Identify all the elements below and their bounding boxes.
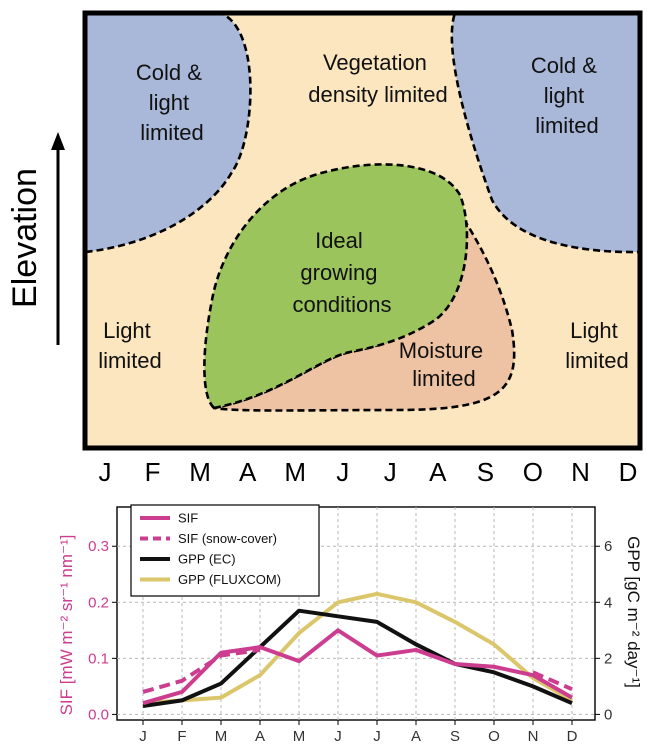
series-line-gpp-fluxcom xyxy=(142,591,573,706)
x-tick-label: S xyxy=(450,728,460,745)
x-tick-label: J xyxy=(334,728,342,745)
x-tick-label: M xyxy=(215,728,228,745)
light-right-label: Light limited xyxy=(565,318,629,373)
moisture-label: Moisture limited xyxy=(399,338,489,391)
chart-ticks: J F M A M J J A S O N D 0.0 0.1 0.2 0.3 0 2 4 6 xyxy=(88,538,612,745)
diagram-month-label: D xyxy=(619,457,638,487)
cold-left-label: Cold & light limited xyxy=(136,60,208,145)
ideal-label: Ideal growing conditions xyxy=(292,228,391,317)
y-axis-right-title: GPP [gC m⁻² day⁻¹] xyxy=(624,536,643,688)
chart-series xyxy=(142,591,573,708)
phenology-diagram: Cold & light limited Cold & light limite… xyxy=(6,10,643,487)
series-line-sif-snow-cover xyxy=(532,670,573,692)
diagram-month-label: A xyxy=(429,457,447,487)
x-tick-label: F xyxy=(177,728,186,745)
diagram-month-label: A xyxy=(239,457,257,487)
y-right-tick-label: 0 xyxy=(604,706,612,723)
elevation-label: Elevation xyxy=(6,168,44,308)
diagram-month-label: N xyxy=(571,457,590,487)
diagram-month-label: J xyxy=(336,457,349,487)
y-left-tick-label: 0.2 xyxy=(88,594,109,611)
x-tick-label: A xyxy=(411,728,421,745)
vegetation-label: Vegetation density limited xyxy=(308,50,447,107)
series-line-sif xyxy=(142,628,573,706)
x-tick-label: O xyxy=(488,728,500,745)
y-right-tick-label: 6 xyxy=(604,538,612,555)
ideal-region xyxy=(203,163,469,410)
diagram-frame xyxy=(82,10,643,451)
light-left-label: Light limited xyxy=(98,318,162,373)
y-left-tick-label: 0.0 xyxy=(88,706,109,723)
legend-entry-label: GPP (EC) xyxy=(178,552,236,567)
x-tick-label: N xyxy=(528,728,539,745)
elevation-arrow-head-icon xyxy=(51,132,65,150)
legend-entry-label: SIF xyxy=(178,511,198,526)
y-axis-left-title: SIF [mW m⁻² sr⁻¹ nm⁻¹] xyxy=(57,535,76,716)
x-tick-label: D xyxy=(567,728,578,745)
cold-region-left xyxy=(83,11,252,254)
diagram-month-label: J xyxy=(99,457,112,487)
diagram-month-label: S xyxy=(477,457,494,487)
series-line-gpp-ec xyxy=(142,608,573,708)
x-tick-label: J xyxy=(139,728,147,745)
y-right-tick-label: 2 xyxy=(604,650,612,667)
legend: SIF SIF (snow-cover) GPP (EC) GPP (FLUXCOM) xyxy=(130,504,320,597)
cold-region-right xyxy=(450,11,642,254)
y-left-tick-label: 0.3 xyxy=(88,538,109,555)
sif-gpp-chart: J F M A M J J A S O N D 0.0 0.1 0.2 0.3 0 2 4 6 SIF [mW m⁻²… xyxy=(57,504,643,745)
legend-entry-label: SIF (snow-cover) xyxy=(178,531,277,546)
x-tick-label: J xyxy=(373,728,381,745)
x-tick-label: A xyxy=(255,728,265,745)
diagram-month-label: M xyxy=(284,457,306,487)
y-right-tick-label: 4 xyxy=(604,594,612,611)
x-tick-label: M xyxy=(293,728,306,745)
diagram-month-label: J xyxy=(384,457,397,487)
diagram-month-label: O xyxy=(523,457,543,487)
y-left-tick-label: 0.1 xyxy=(88,650,109,667)
diagram-month-label: F xyxy=(145,457,161,487)
diagram-month-label: M xyxy=(189,457,211,487)
series-line-sif-snow-cover xyxy=(142,647,261,694)
legend-entry-label: GPP (FLUXCOM) xyxy=(178,572,281,587)
cold-right-label: Cold & light limited xyxy=(531,53,603,138)
